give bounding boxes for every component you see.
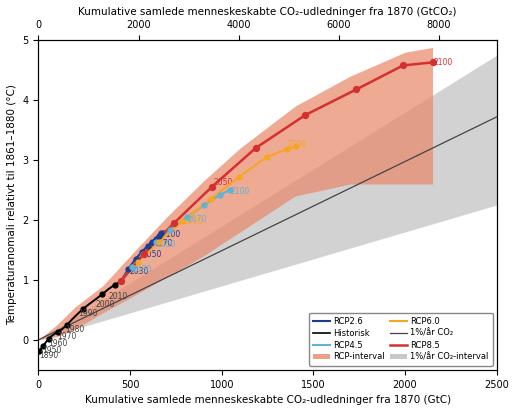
Text: 2070: 2070 bbox=[153, 239, 172, 248]
Point bbox=[139, 251, 147, 258]
Point bbox=[148, 238, 156, 245]
Point bbox=[35, 347, 43, 354]
Point bbox=[111, 281, 119, 288]
Point bbox=[183, 214, 191, 220]
Point bbox=[63, 321, 71, 328]
Text: 2050: 2050 bbox=[157, 240, 176, 249]
Text: 1990: 1990 bbox=[78, 309, 98, 318]
Text: 2030: 2030 bbox=[133, 265, 152, 274]
Y-axis label: Temperaturanomali relativt til 1861–1880 (°C): Temperaturanomali relativt til 1861–1880… bbox=[7, 84, 17, 325]
Point bbox=[152, 238, 160, 245]
Point bbox=[54, 329, 62, 335]
Text: 1890: 1890 bbox=[39, 351, 58, 360]
Point bbox=[117, 278, 125, 284]
Text: 2050: 2050 bbox=[214, 178, 233, 187]
Text: 2100: 2100 bbox=[434, 58, 453, 67]
Point bbox=[207, 184, 216, 190]
Point bbox=[301, 112, 309, 118]
Point bbox=[117, 278, 125, 284]
Text: 2010: 2010 bbox=[108, 292, 127, 301]
Point bbox=[235, 173, 244, 180]
Point bbox=[216, 192, 224, 198]
Point bbox=[134, 259, 142, 265]
Point bbox=[140, 250, 148, 257]
Text: 2100: 2100 bbox=[288, 140, 307, 149]
Text: 2050: 2050 bbox=[184, 217, 203, 226]
Text: 1960: 1960 bbox=[48, 339, 68, 348]
Point bbox=[39, 343, 47, 350]
Point bbox=[117, 278, 125, 284]
Point bbox=[157, 230, 165, 236]
Point bbox=[399, 62, 407, 69]
Text: 2100: 2100 bbox=[231, 187, 250, 196]
Point bbox=[428, 59, 437, 66]
Text: 1980: 1980 bbox=[66, 325, 85, 334]
Text: 2100: 2100 bbox=[162, 230, 181, 239]
Point bbox=[200, 202, 208, 208]
Point bbox=[170, 220, 178, 226]
X-axis label: Kumulative samlede menneskeskabte CO₂-udledninger fra 1870 (GtC): Kumulative samlede menneskeskabte CO₂-ud… bbox=[85, 395, 450, 405]
Point bbox=[152, 235, 160, 242]
Legend: RCP2.6, Historisk, RCP4.5, RCP-interval, RCP6.0, 1%/år CO₂, RCP8.5, 1%/år CO₂-in: RCP2.6, Historisk, RCP4.5, RCP-interval,… bbox=[309, 313, 492, 365]
Point bbox=[143, 242, 152, 249]
Point bbox=[128, 263, 136, 270]
Point bbox=[138, 248, 146, 255]
Point bbox=[124, 266, 133, 272]
Text: 1950: 1950 bbox=[42, 346, 62, 355]
Point bbox=[154, 239, 163, 246]
Point bbox=[44, 335, 53, 342]
Point bbox=[283, 146, 291, 152]
Point bbox=[166, 226, 174, 233]
Point bbox=[251, 145, 260, 151]
Point bbox=[178, 218, 186, 225]
Point bbox=[117, 278, 125, 284]
Point bbox=[292, 143, 300, 150]
Text: 1970: 1970 bbox=[57, 332, 76, 341]
Text: 2030: 2030 bbox=[129, 267, 149, 276]
Text: 2000: 2000 bbox=[95, 300, 115, 309]
Point bbox=[263, 154, 271, 160]
Point bbox=[98, 291, 106, 297]
Text: 2070: 2070 bbox=[188, 215, 207, 225]
Point bbox=[352, 86, 361, 93]
Point bbox=[206, 196, 215, 202]
X-axis label: Kumulative samlede menneskeskabte CO₂-udledninger fra 1870 (GtCO₂): Kumulative samlede menneskeskabte CO₂-ud… bbox=[78, 7, 457, 17]
Point bbox=[79, 305, 88, 312]
Text: 2050: 2050 bbox=[143, 250, 163, 259]
Point bbox=[132, 255, 140, 262]
Point bbox=[226, 187, 234, 193]
Point bbox=[154, 232, 163, 239]
